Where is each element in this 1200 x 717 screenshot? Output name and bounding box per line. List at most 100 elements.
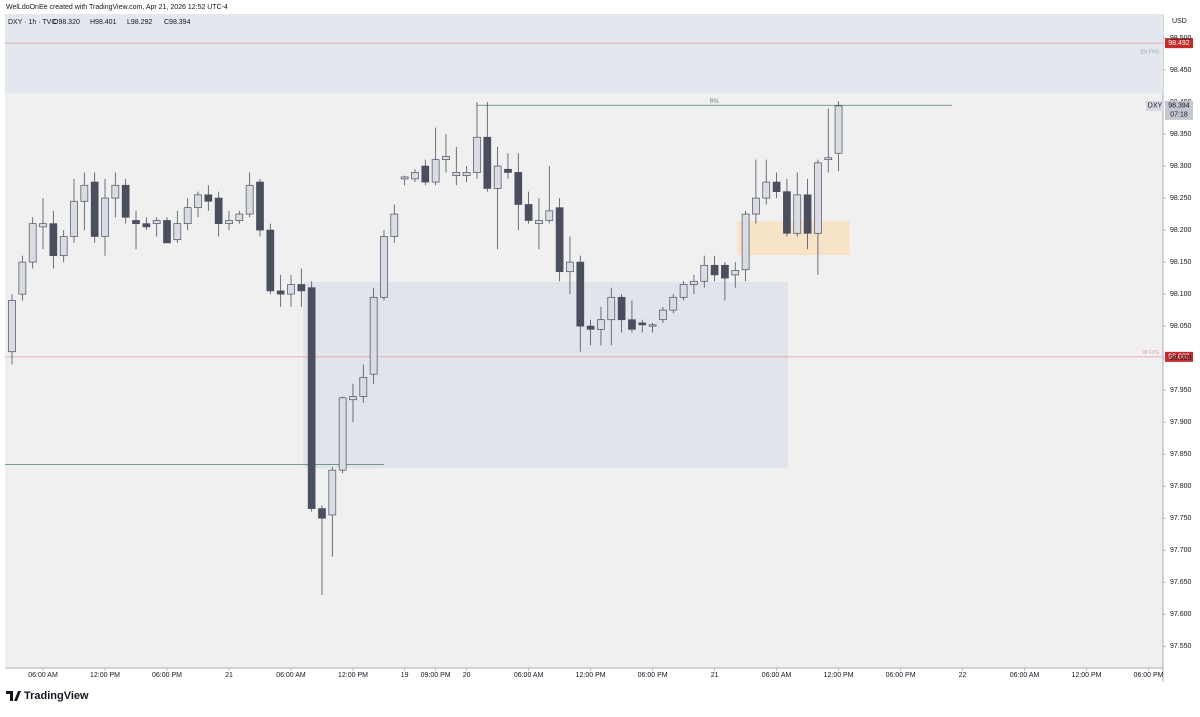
candle-body bbox=[163, 220, 171, 244]
candle-body bbox=[617, 296, 626, 321]
candle-body bbox=[276, 290, 285, 295]
candle-body bbox=[473, 136, 481, 173]
brand-name: TradingView bbox=[24, 690, 89, 702]
price-tag-label: 98.002 bbox=[1168, 354, 1190, 361]
candle-body bbox=[349, 396, 357, 401]
x-tick-label: 12:00 PM bbox=[90, 672, 120, 679]
candle-body bbox=[173, 223, 182, 241]
zone bbox=[303, 281, 788, 469]
candle-body bbox=[152, 220, 161, 225]
candle-body bbox=[328, 469, 337, 516]
candle-body bbox=[39, 223, 47, 228]
ohlc-value: C98.394 bbox=[164, 19, 191, 26]
candle-body bbox=[121, 184, 130, 218]
y-tick-label: 98.250 bbox=[1170, 195, 1192, 202]
symbol-tag-label: DXY bbox=[1148, 103, 1163, 110]
candle-body bbox=[338, 397, 347, 471]
candle-body bbox=[59, 236, 68, 257]
currency: USD bbox=[1172, 18, 1187, 25]
x-tick-label: 06:00 AM bbox=[276, 672, 306, 679]
candle-body bbox=[235, 213, 244, 221]
y-tick-label: 97.950 bbox=[1170, 387, 1192, 394]
header: WelLdoOnEe created with TradingView.com,… bbox=[6, 4, 228, 11]
ohlc-value: H98.401 bbox=[90, 19, 117, 26]
candle-body bbox=[318, 508, 326, 519]
candle-body bbox=[555, 207, 564, 273]
candle-body bbox=[679, 284, 688, 298]
candle-body bbox=[101, 197, 109, 237]
candle-body bbox=[266, 229, 275, 292]
candle-body bbox=[566, 261, 574, 273]
candle-body bbox=[648, 324, 657, 327]
candle-body bbox=[462, 172, 471, 177]
y-tick-label: 97.700 bbox=[1170, 547, 1192, 554]
candle-body bbox=[814, 162, 822, 234]
x-tick-label: 06:00 AM bbox=[514, 672, 544, 679]
x-tick-label: 06:00 PM bbox=[152, 672, 182, 679]
x-tick-label: 22 bbox=[959, 672, 967, 679]
y-tick-label: 97.550 bbox=[1170, 643, 1192, 650]
candle-body bbox=[380, 236, 388, 298]
candle-body bbox=[245, 184, 254, 215]
x-tick-label: 21 bbox=[711, 672, 719, 679]
candle-body bbox=[597, 319, 605, 330]
candle-body bbox=[586, 325, 595, 330]
brand-logo bbox=[6, 691, 21, 701]
candle-body bbox=[431, 159, 440, 183]
candle-body bbox=[8, 300, 16, 353]
candle-body bbox=[504, 168, 512, 173]
candle-body bbox=[359, 376, 368, 397]
x-tick-label: 12:00 PM bbox=[824, 672, 854, 679]
candle-body bbox=[741, 213, 750, 271]
candle-body bbox=[493, 165, 502, 189]
zone-label: (D) FVG bbox=[1140, 49, 1159, 55]
candle-body bbox=[793, 194, 802, 234]
y-tick-label: 97.850 bbox=[1170, 451, 1192, 458]
candle-body bbox=[49, 223, 58, 257]
candle-body bbox=[731, 270, 740, 276]
ohlc-value: O98.320 bbox=[53, 19, 80, 26]
x-tick-label: 06:00 PM bbox=[638, 672, 668, 679]
countdown: 07:18 bbox=[1170, 112, 1188, 119]
y-tick-label: 97.650 bbox=[1170, 579, 1192, 586]
x-tick-label: 06:00 AM bbox=[28, 672, 58, 679]
x-tick-label: 12:00 PM bbox=[338, 672, 368, 679]
candle-body bbox=[824, 157, 833, 161]
price-tag-label: 98.492 bbox=[1168, 40, 1190, 47]
y-tick-label: 97.900 bbox=[1170, 419, 1192, 426]
candle-body bbox=[483, 136, 492, 189]
candle-body bbox=[18, 261, 27, 295]
y-tick-label: 98.450 bbox=[1170, 67, 1192, 74]
candle-body bbox=[411, 172, 419, 180]
y-tick-label: 98.300 bbox=[1170, 163, 1192, 170]
last-price-label: 98.394 bbox=[1168, 103, 1190, 110]
candle-body bbox=[369, 296, 378, 375]
y-tick-label: 98.100 bbox=[1170, 291, 1192, 298]
x-tick-label: 06:00 AM bbox=[762, 672, 792, 679]
symbol: DXY · 1h · TVC bbox=[8, 19, 56, 26]
y-tick-label: 98.050 bbox=[1170, 323, 1192, 330]
zone bbox=[5, 14, 1163, 94]
level-label: W FVG bbox=[1143, 350, 1159, 356]
y-tick-label: 98.350 bbox=[1170, 131, 1192, 138]
y-tick-label: 98.200 bbox=[1170, 227, 1192, 234]
x-tick-label: 06:00 AM bbox=[1010, 672, 1040, 679]
candle-body bbox=[194, 194, 202, 209]
candle-body bbox=[111, 184, 120, 199]
x-tick-label: 19 bbox=[401, 672, 409, 679]
y-tick-label: 98.150 bbox=[1170, 259, 1192, 266]
candle-body bbox=[225, 220, 233, 225]
x-tick-label: 20 bbox=[463, 672, 471, 679]
x-tick-label: 09:00 PM bbox=[421, 672, 451, 679]
candle-body bbox=[752, 197, 760, 215]
y-tick-label: 98.500 bbox=[1170, 35, 1192, 42]
candle-body bbox=[576, 261, 585, 327]
candle-body bbox=[142, 223, 151, 228]
ohlc-value: L98.292 bbox=[127, 19, 152, 26]
y-tick-label: 97.750 bbox=[1170, 515, 1192, 522]
y-tick-label: 97.600 bbox=[1170, 611, 1192, 618]
x-tick-label: 06:00 PM bbox=[886, 672, 916, 679]
x-tick-label: 06:00 PM bbox=[1134, 672, 1164, 679]
brand: TradingView bbox=[6, 690, 89, 702]
candle-body bbox=[214, 197, 223, 225]
